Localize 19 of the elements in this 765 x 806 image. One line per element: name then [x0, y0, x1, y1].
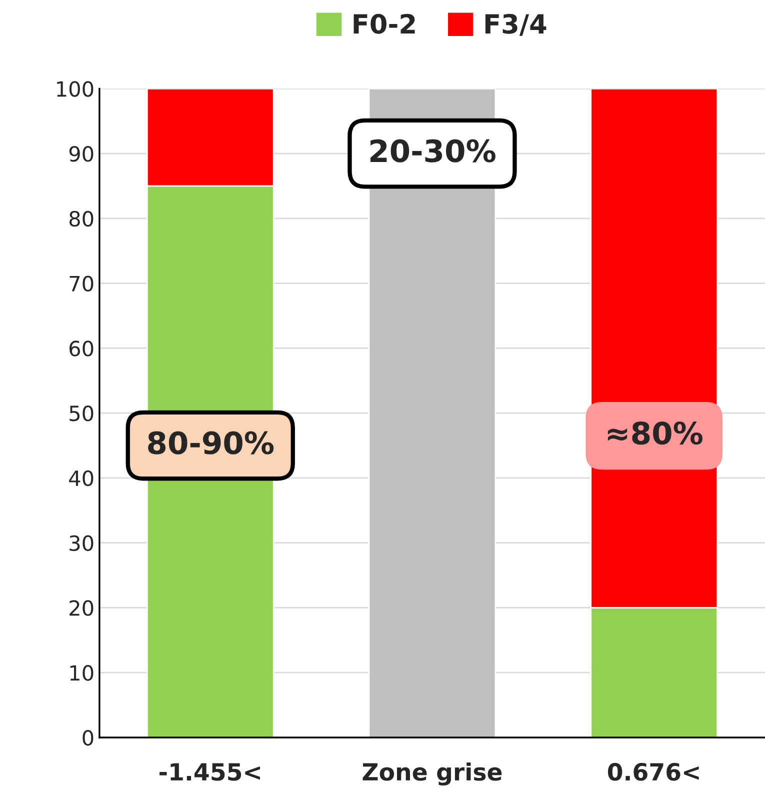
x-tick-label: 0.676<	[608, 762, 699, 781]
x-tick-label: -1.455<	[160, 763, 260, 781]
legend-label: F3/4	[485, 14, 546, 36]
y-tick-label: 50	[70, 406, 94, 422]
y-tick-label: 70	[70, 276, 94, 292]
y-tick-label: 20	[70, 600, 94, 616]
y-tick-label: 80	[69, 210, 94, 227]
y-tick-label: 10	[70, 665, 94, 681]
annotation: ≈80%	[608, 422, 702, 445]
legend-label: F0-2	[354, 14, 415, 34]
y-tick-label: 40	[69, 470, 94, 486]
y-tick-label: 90	[69, 146, 94, 162]
annotation: 20-30%	[370, 139, 496, 162]
y-tick-label: 60	[70, 340, 94, 356]
y-tick-label: 0	[82, 730, 94, 746]
y-tick-label: 100	[57, 81, 94, 97]
x-tick-label: Zone grise	[362, 762, 502, 786]
annotation: 80-90%	[148, 431, 274, 454]
y-tick-label: 30	[70, 535, 94, 552]
